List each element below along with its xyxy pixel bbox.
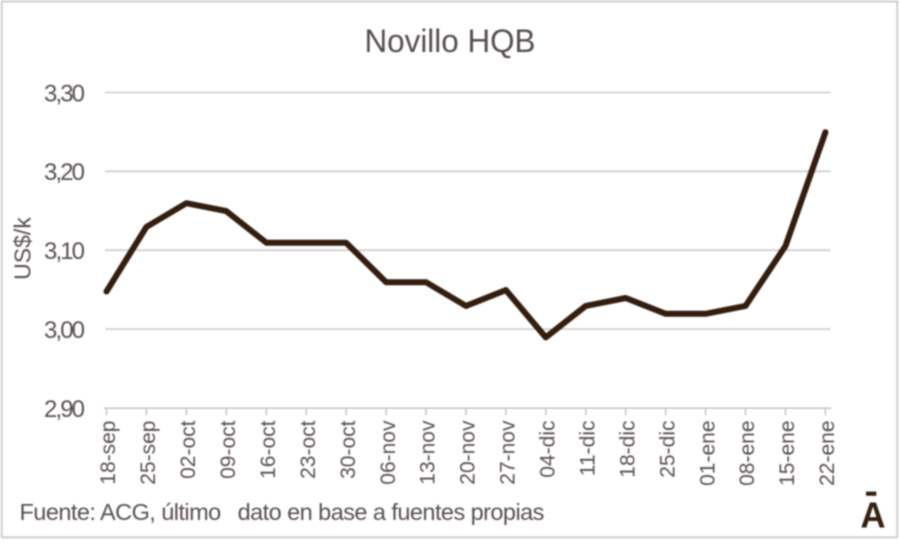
- svg-text:3,10: 3,10: [44, 238, 85, 265]
- svg-text:A: A: [861, 495, 886, 536]
- svg-text:16-oct: 16-oct: [257, 420, 280, 479]
- svg-text:13-nov: 13-nov: [417, 420, 440, 485]
- svg-text:27-nov: 27-nov: [497, 420, 520, 485]
- svg-text:3,20: 3,20: [44, 159, 85, 186]
- svg-text:02-oct: 02-oct: [177, 420, 200, 479]
- svg-text:Novillo HQB: Novillo HQB: [365, 23, 536, 59]
- svg-text:3,30: 3,30: [44, 80, 85, 107]
- svg-text:22-ene: 22-ene: [816, 421, 839, 486]
- svg-text:18-dic: 18-dic: [616, 421, 639, 478]
- svg-text:11-dic: 11-dic: [577, 421, 600, 477]
- svg-text:18-sep: 18-sep: [97, 421, 120, 485]
- svg-text:08-ene: 08-ene: [736, 421, 759, 486]
- svg-text:Fuente: ACG, último dato en ba: Fuente: ACG, último dato en base a fuent…: [20, 499, 544, 525]
- svg-text:US$/k: US$/k: [10, 217, 36, 280]
- svg-text:3,00: 3,00: [44, 317, 85, 344]
- svg-text:04-dic: 04-dic: [537, 421, 560, 478]
- svg-text:2,90: 2,90: [44, 396, 85, 423]
- svg-text:30-oct: 30-oct: [337, 420, 360, 479]
- svg-text:06-nov: 06-nov: [377, 420, 400, 485]
- svg-text:20-nov: 20-nov: [457, 420, 480, 485]
- svg-text:25-sep: 25-sep: [137, 421, 160, 485]
- svg-text:09-oct: 09-oct: [217, 420, 240, 479]
- svg-text:15-ene: 15-ene: [776, 421, 799, 486]
- svg-text:23-oct: 23-oct: [297, 420, 320, 479]
- svg-text:25-dic: 25-dic: [656, 421, 679, 478]
- svg-text:01-ene: 01-ene: [696, 421, 719, 486]
